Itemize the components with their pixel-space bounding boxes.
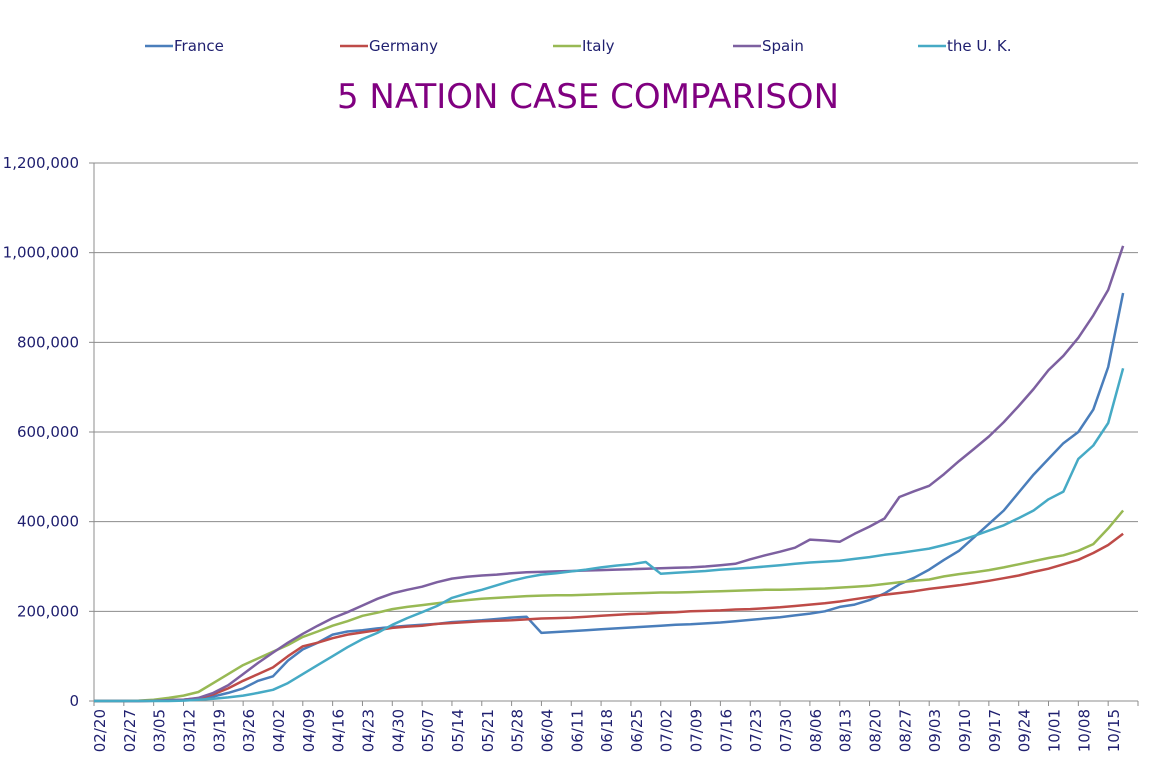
- x-tick-label: 06/11: [568, 709, 586, 752]
- x-tick-label: 06/18: [598, 709, 616, 752]
- x-tick-label: 09/24: [1016, 709, 1034, 752]
- x-tick-label: 06/25: [628, 709, 646, 752]
- x-tick-label: 05/28: [509, 709, 527, 752]
- legend-label: Spain: [762, 37, 804, 55]
- y-tick-label: 800,000: [17, 333, 79, 351]
- series-lines: [94, 245, 1125, 703]
- x-tick-label: 03/12: [180, 709, 198, 752]
- x-tick-label: 03/26: [240, 709, 258, 752]
- legend-label: the U. K.: [947, 37, 1012, 55]
- legend-label: France: [174, 37, 224, 55]
- y-tick-label: 200,000: [17, 602, 79, 620]
- x-tick-label: 02/27: [121, 709, 139, 752]
- series-line-3: [94, 509, 1125, 703]
- y-axis: 0 200,000 400,000 600,000 800,000 1,000,000 1,…: [3, 154, 95, 710]
- x-tick-label: 09/03: [926, 709, 944, 752]
- series-line-2: [94, 532, 1124, 703]
- x-tick-label: 04/09: [300, 709, 318, 752]
- x-tick-label: 10/08: [1075, 709, 1093, 752]
- x-tick-label: 09/17: [986, 709, 1004, 752]
- series-line-1: [94, 292, 1125, 703]
- x-tick-label: 04/30: [389, 709, 407, 752]
- y-tick-label: 1,200,000: [3, 154, 79, 172]
- x-tick-label: 03/19: [210, 709, 228, 752]
- legend-label: Italy: [582, 37, 615, 55]
- x-tick-label: 03/05: [151, 709, 169, 752]
- legend: France Germany Italy Spain the U. K.: [145, 37, 1012, 55]
- x-tick-label: 04/16: [330, 709, 348, 752]
- gridlines: [94, 162, 1138, 612]
- x-tick-label: 04/02: [270, 709, 288, 752]
- y-tick-label: 600,000: [17, 423, 79, 441]
- x-tick-label: 02/20: [91, 709, 109, 752]
- x-tick-label: 10/15: [1105, 709, 1123, 752]
- series-line-5: [94, 367, 1125, 703]
- y-tick-label: 1,000,000: [3, 244, 79, 262]
- x-tick-label: 05/07: [419, 709, 437, 752]
- x-tick-label: 07/16: [717, 709, 735, 752]
- x-tick-label: 07/09: [688, 709, 706, 752]
- x-tick-label: 05/21: [479, 709, 497, 752]
- x-tick-label: 07/23: [747, 709, 765, 752]
- chart-title: 5 NATION CASE COMPARISON: [337, 77, 839, 117]
- x-axis: 02/20 02/27 03/05 03/12 03/19 03/26 04/02 04/09…: [91, 700, 1139, 752]
- x-tick-label: 09/10: [956, 709, 974, 752]
- x-tick-label: 05/14: [449, 709, 467, 752]
- x-tick-label: 10/01: [1046, 709, 1064, 752]
- y-tick-label: 0: [69, 692, 79, 710]
- legend-label: Germany: [369, 37, 438, 55]
- x-tick-label: 07/30: [777, 709, 795, 752]
- x-tick-label: 08/27: [896, 709, 914, 752]
- x-tick-label: 08/13: [837, 709, 855, 752]
- x-tick-label: 08/20: [867, 709, 885, 752]
- x-tick-label: 07/02: [658, 709, 676, 752]
- x-tick-label: 04/23: [359, 709, 377, 752]
- x-tick-label: 06/04: [538, 709, 556, 752]
- series-line-4: [94, 245, 1125, 703]
- x-tick-label: 08/06: [807, 709, 825, 752]
- y-tick-label: 400,000: [17, 513, 79, 531]
